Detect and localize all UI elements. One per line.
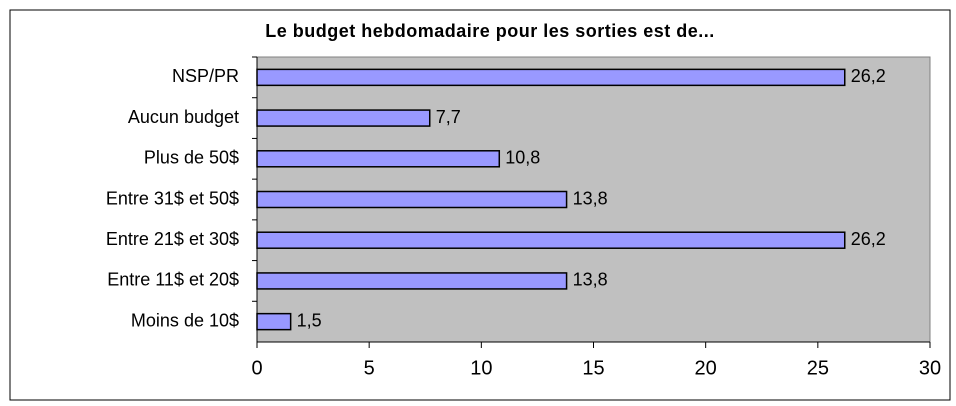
bar	[256, 150, 501, 168]
y-tick-label: Aucun budget	[128, 107, 239, 127]
x-tick-label: 20	[695, 357, 717, 379]
bar	[256, 231, 846, 249]
data-label: 1,5	[297, 310, 322, 330]
x-tick-label: 0	[251, 357, 262, 379]
x-tick-label: 15	[582, 357, 604, 379]
y-tick-label: Moins de 10$	[131, 310, 239, 330]
y-tick-label: Entre 21$ et 30$	[106, 229, 239, 249]
data-label: 26,2	[851, 66, 886, 86]
data-label: 10,8	[505, 148, 540, 168]
y-tick-label: Plus de 50$	[144, 148, 239, 168]
y-tick-label: Entre 31$ et 50$	[106, 188, 239, 208]
y-tick-label: Entre 11$ et 20$	[107, 270, 239, 290]
x-tick-label: 10	[470, 357, 492, 379]
chart-title: Le budget hebdomadaire pour les sorties …	[265, 21, 715, 41]
y-tick-label: NSP/PR	[172, 66, 239, 86]
bar	[256, 68, 846, 87]
data-label: 13,8	[573, 188, 608, 208]
x-tick-label: 5	[364, 357, 375, 379]
bar	[256, 312, 292, 331]
data-label: 7,7	[436, 107, 461, 127]
data-label: 26,2	[851, 229, 886, 249]
x-tick-label: 30	[919, 357, 941, 379]
bar	[256, 109, 431, 127]
x-tick-label: 25	[807, 357, 829, 379]
data-label: 13,8	[573, 270, 608, 290]
bar	[256, 272, 568, 290]
bar	[256, 190, 568, 209]
